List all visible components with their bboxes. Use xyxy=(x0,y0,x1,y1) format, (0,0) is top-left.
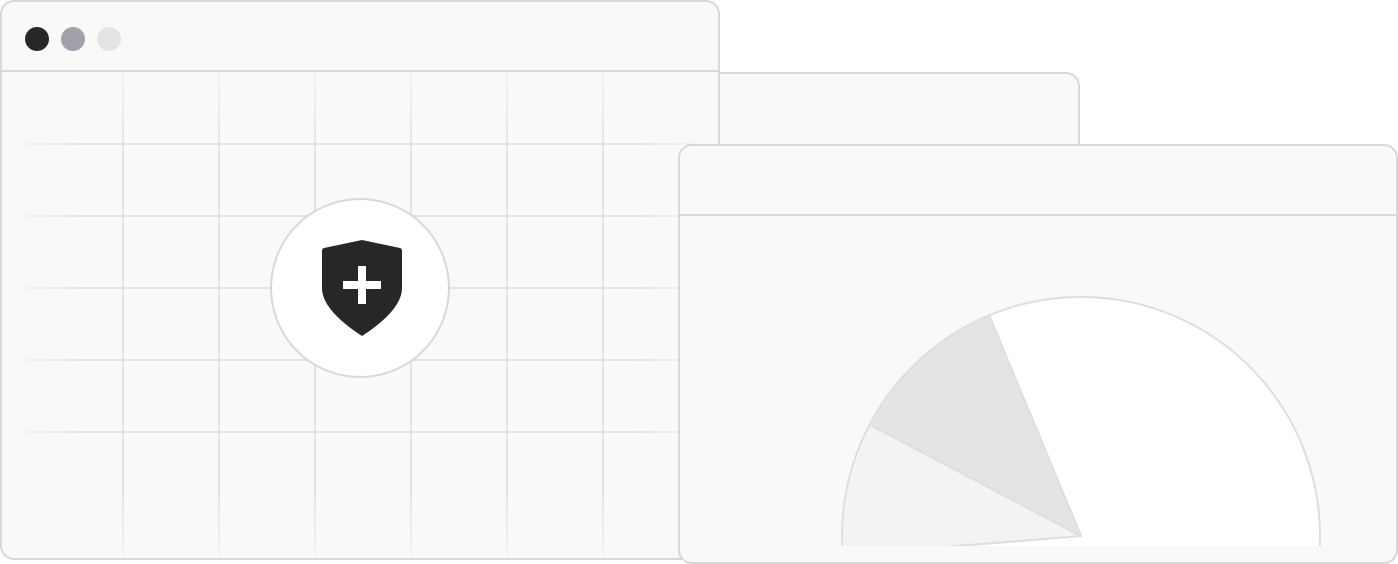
main-window xyxy=(0,0,720,560)
maximize-window-dot[interactable] xyxy=(97,27,121,51)
chart-window xyxy=(678,144,1398,564)
pie-slice-1 xyxy=(944,296,1321,546)
pie-slice-3 xyxy=(868,314,1082,537)
close-window-dot[interactable] xyxy=(25,27,49,51)
minimize-window-dot[interactable] xyxy=(61,27,85,51)
security-badge[interactable] xyxy=(270,198,450,378)
pie-chart xyxy=(841,296,1321,546)
main-window-titlebar xyxy=(2,2,718,72)
chart-window-titlebar xyxy=(680,146,1396,216)
shield-plus-icon xyxy=(322,240,402,336)
pie-slice-2 xyxy=(841,423,1082,546)
